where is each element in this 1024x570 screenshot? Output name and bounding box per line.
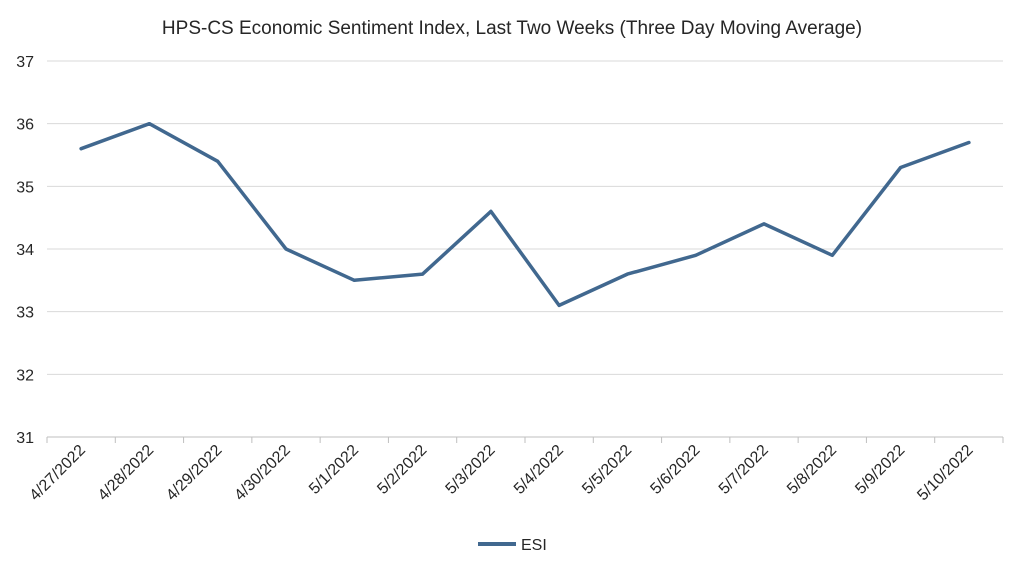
series-layer <box>79 121 971 308</box>
y-tick-label: 35 <box>16 179 34 196</box>
legend: ESI <box>478 537 547 554</box>
x-tick-label: 4/27/2022 <box>27 442 89 504</box>
x-tick-label: 5/2/2022 <box>374 442 430 498</box>
data-point <box>762 222 766 226</box>
x-tick-label: 4/29/2022 <box>163 442 225 504</box>
data-point <box>216 159 220 163</box>
x-tick-label: 5/5/2022 <box>579 442 635 498</box>
data-point <box>352 278 356 282</box>
data-point <box>147 122 151 126</box>
x-axis: 4/27/2022 4/28/2022 4/29/2022 4/30/2022 5/1/… <box>27 436 1004 504</box>
y-tick-label: 37 <box>16 54 34 71</box>
x-tick-label: 5/10/2022 <box>914 442 976 504</box>
data-point <box>625 272 629 276</box>
y-tick-label: 36 <box>16 117 34 134</box>
x-tick-label: 5/1/2022 <box>306 442 362 498</box>
x-tick-label: 5/9/2022 <box>852 442 908 498</box>
data-point <box>967 140 971 144</box>
y-tick-label: 31 <box>16 430 34 447</box>
data-point <box>557 303 561 307</box>
y-tick-label: 34 <box>16 242 34 259</box>
data-point <box>694 253 698 257</box>
legend-label-esi: ESI <box>521 537 547 554</box>
y-tick-label: 32 <box>16 367 34 384</box>
data-point <box>489 209 493 213</box>
data-point <box>79 147 83 151</box>
gridlines <box>47 60 1003 375</box>
x-tick-label: 4/28/2022 <box>95 442 157 504</box>
data-point <box>830 253 834 257</box>
data-point <box>899 166 903 170</box>
series-line-esi <box>79 121 971 308</box>
x-tick-label: 4/30/2022 <box>231 442 293 504</box>
x-tick-label: 5/7/2022 <box>716 442 772 498</box>
x-tick-label: 5/8/2022 <box>784 442 840 498</box>
chart-title: HPS-CS Economic Sentiment Index, Last Tw… <box>162 18 862 39</box>
x-tick-label: 5/4/2022 <box>511 442 567 498</box>
data-point <box>421 272 425 276</box>
data-point <box>284 247 288 251</box>
x-tick-label: 5/3/2022 <box>443 442 499 498</box>
x-tick-label: 5/6/2022 <box>647 442 703 498</box>
y-tick-label: 33 <box>16 305 34 322</box>
y-axis: 31 32 33 34 35 36 37 <box>16 54 34 447</box>
